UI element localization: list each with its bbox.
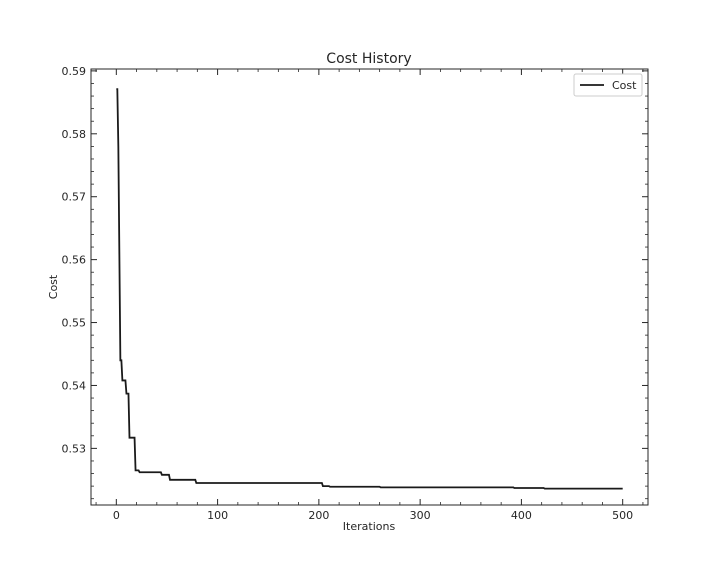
x-tick-label: 100: [207, 509, 228, 522]
y-tick-label: 0.57: [62, 191, 87, 204]
legend-label-cost: Cost: [612, 79, 637, 92]
y-tick-label: 0.55: [62, 317, 87, 330]
y-tick-label: 0.53: [62, 442, 87, 455]
x-tick-label: 300: [410, 509, 431, 522]
series-layer: [116, 88, 623, 490]
y-tick-label: 0.56: [62, 254, 87, 267]
x-axis-ticks: 0 100 200 300 400 500: [95, 69, 644, 522]
series-line-cost: [116, 88, 623, 490]
x-tick-label: 400: [511, 509, 532, 522]
x-tick-label: 500: [612, 509, 633, 522]
plot-area: 0 100 200 300 400 500 0.530.540.550.560.570.5…: [62, 65, 649, 522]
y-tick-label: 0.58: [62, 128, 87, 141]
chart-title: Cost History: [326, 51, 411, 67]
x-tick-label: 200: [308, 509, 329, 522]
x-axis-label: Iterations: [343, 520, 396, 533]
y-axis-ticks: 0.53 0.54 0.55 0.56 0.57 0.58 0.59: [62, 65, 648, 500]
x-tick-label: 0: [113, 509, 120, 522]
y-tick-label: 0.59: [62, 65, 87, 78]
y-axis-label: Cost: [47, 274, 60, 299]
legend: Cost: [573, 73, 643, 97]
plot-frame: [90, 68, 649, 506]
legend-box: [573, 73, 643, 97]
y-tick-label: 0.54: [62, 379, 87, 392]
